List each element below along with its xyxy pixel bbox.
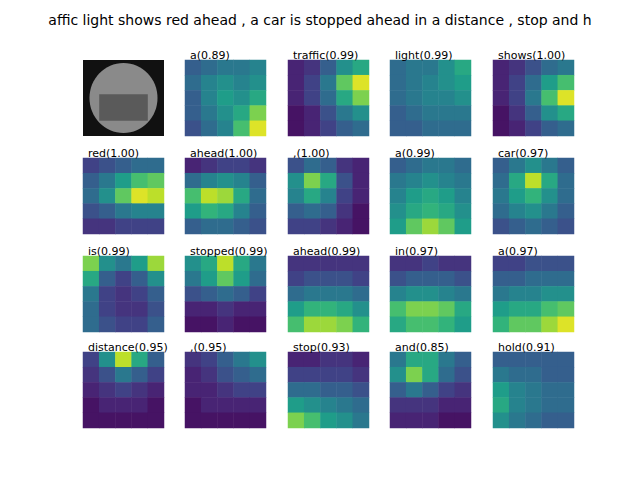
svg-text:a(0.99): a(0.99) [395,147,435,160]
svg-text:ahead(0.99): ahead(0.99) [293,245,360,258]
svg-text:traffic(0.99): traffic(0.99) [293,49,358,62]
svg-text:stop(0.93): stop(0.93) [293,341,350,354]
svg-text:affic light shows red ahead ,: affic light shows red ahead , a car is s… [48,12,591,28]
svg-text:red(1.00): red(1.00) [88,147,139,160]
svg-text:stopped(0.99): stopped(0.99) [190,245,268,258]
svg-text:,(1.00): ,(1.00) [293,147,330,160]
svg-text:hold(0.91): hold(0.91) [498,341,555,354]
svg-text:and(0.85): and(0.85) [395,341,449,354]
svg-text:is(0.99): is(0.99) [88,245,130,258]
svg-text:in(0.97): in(0.97) [395,245,438,258]
svg-text:car(0.97): car(0.97) [498,147,548,160]
svg-text:distance(0.95): distance(0.95) [88,341,168,354]
svg-text:ahead(1.00): ahead(1.00) [190,147,257,160]
svg-text:light(0.99): light(0.99) [395,49,452,62]
svg-text:,(0.95): ,(0.95) [190,341,227,354]
svg-text:a(0.97): a(0.97) [498,245,538,258]
svg-text:shows(1.00): shows(1.00) [498,49,565,62]
svg-text:a(0.89): a(0.89) [190,49,230,62]
